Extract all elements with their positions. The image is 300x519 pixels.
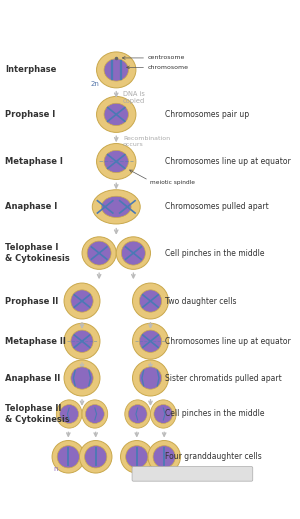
Ellipse shape [154, 405, 173, 424]
Ellipse shape [121, 441, 153, 473]
Text: Interphase: Interphase [5, 65, 56, 74]
Ellipse shape [71, 290, 93, 312]
Ellipse shape [151, 400, 176, 428]
Ellipse shape [116, 237, 151, 269]
Ellipse shape [85, 405, 104, 424]
Ellipse shape [97, 144, 136, 180]
Ellipse shape [133, 360, 169, 396]
Text: meiotic spindle: meiotic spindle [151, 180, 196, 185]
Ellipse shape [60, 405, 79, 424]
Text: Sister chromatids pulled apart: Sister chromatids pulled apart [165, 374, 282, 383]
Text: Four granddaughter cells: Four granddaughter cells [165, 452, 262, 461]
Ellipse shape [101, 196, 131, 217]
Ellipse shape [92, 190, 140, 224]
Text: chromosome: chromosome [148, 65, 189, 70]
Text: Telophase I
& Cytokinesis: Telophase I & Cytokinesis [5, 243, 70, 263]
Text: Metaphase II: Metaphase II [5, 337, 66, 346]
Text: 2n: 2n [91, 80, 99, 87]
Text: Chromosomes line up at equator: Chromosomes line up at equator [165, 337, 291, 346]
FancyBboxPatch shape [132, 467, 253, 481]
Ellipse shape [64, 323, 100, 359]
Ellipse shape [122, 241, 145, 265]
Ellipse shape [52, 441, 85, 473]
Text: 2n – diploid: 2n – diploid [180, 471, 221, 477]
Text: Recombination
occurs: Recombination occurs [123, 136, 170, 147]
Ellipse shape [82, 237, 116, 269]
Ellipse shape [153, 446, 175, 468]
Ellipse shape [139, 367, 162, 389]
Ellipse shape [56, 400, 82, 428]
Ellipse shape [71, 367, 93, 389]
Text: DNA is
copied: DNA is copied [123, 91, 145, 104]
Text: Cell pinches in the middle: Cell pinches in the middle [165, 409, 265, 418]
Text: centrosome: centrosome [148, 56, 185, 60]
Text: Cell pinches in the middle: Cell pinches in the middle [165, 249, 265, 257]
Ellipse shape [80, 441, 112, 473]
Text: Two daughter cells: Two daughter cells [165, 296, 236, 306]
Text: n – haploid: n – haploid [140, 471, 178, 477]
Ellipse shape [148, 441, 180, 473]
Text: Telophase II
& Cytokinesis: Telophase II & Cytokinesis [5, 404, 70, 424]
Text: n: n [53, 466, 57, 472]
Ellipse shape [64, 360, 100, 396]
Ellipse shape [104, 59, 128, 81]
Ellipse shape [64, 283, 100, 319]
Text: Anaphase I: Anaphase I [5, 202, 57, 211]
Text: Prophase I: Prophase I [5, 110, 55, 119]
Text: Chromosomes pair up: Chromosomes pair up [165, 110, 249, 119]
Text: Anaphase II: Anaphase II [5, 374, 60, 383]
Text: Chromosomes pulled apart: Chromosomes pulled apart [165, 202, 269, 211]
Text: Metaphase I: Metaphase I [5, 157, 63, 166]
Text: Chromosomes line up at equator: Chromosomes line up at equator [165, 157, 291, 166]
Ellipse shape [133, 283, 169, 319]
Text: Prophase II: Prophase II [5, 296, 58, 306]
Ellipse shape [71, 330, 93, 352]
Ellipse shape [125, 400, 151, 428]
Ellipse shape [133, 323, 169, 359]
Ellipse shape [128, 405, 147, 424]
Ellipse shape [97, 97, 136, 132]
Ellipse shape [87, 241, 111, 265]
Ellipse shape [139, 330, 162, 352]
Ellipse shape [85, 446, 107, 468]
Ellipse shape [104, 103, 128, 126]
Ellipse shape [82, 400, 108, 428]
Ellipse shape [139, 290, 162, 312]
Ellipse shape [126, 446, 148, 468]
Ellipse shape [104, 151, 128, 173]
Ellipse shape [57, 446, 80, 468]
Ellipse shape [97, 52, 136, 88]
